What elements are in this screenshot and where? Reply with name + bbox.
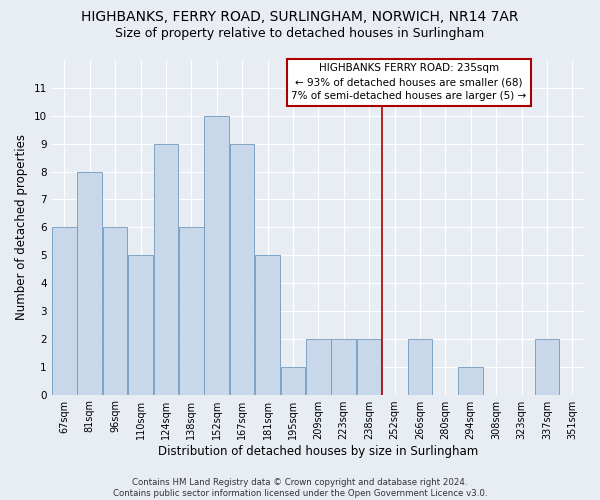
Bar xyxy=(407,339,432,394)
Bar xyxy=(103,228,127,394)
Bar xyxy=(230,144,254,394)
Y-axis label: Number of detached properties: Number of detached properties xyxy=(15,134,28,320)
Text: HIGHBANKS FERRY ROAD: 235sqm
← 93% of detached houses are smaller (68)
7% of sem: HIGHBANKS FERRY ROAD: 235sqm ← 93% of de… xyxy=(292,64,527,102)
Bar xyxy=(255,255,280,394)
Bar xyxy=(128,255,153,394)
Bar xyxy=(331,339,356,394)
Bar xyxy=(154,144,178,394)
Bar xyxy=(77,172,102,394)
Bar xyxy=(52,228,77,394)
Bar xyxy=(357,339,382,394)
X-axis label: Distribution of detached houses by size in Surlingham: Distribution of detached houses by size … xyxy=(158,444,478,458)
Bar xyxy=(306,339,331,394)
Text: HIGHBANKS, FERRY ROAD, SURLINGHAM, NORWICH, NR14 7AR: HIGHBANKS, FERRY ROAD, SURLINGHAM, NORWI… xyxy=(81,10,519,24)
Text: Size of property relative to detached houses in Surlingham: Size of property relative to detached ho… xyxy=(115,28,485,40)
Bar xyxy=(205,116,229,394)
Bar xyxy=(281,366,305,394)
Bar xyxy=(458,366,483,394)
Bar xyxy=(179,228,203,394)
Text: Contains HM Land Registry data © Crown copyright and database right 2024.
Contai: Contains HM Land Registry data © Crown c… xyxy=(113,478,487,498)
Bar xyxy=(535,339,559,394)
